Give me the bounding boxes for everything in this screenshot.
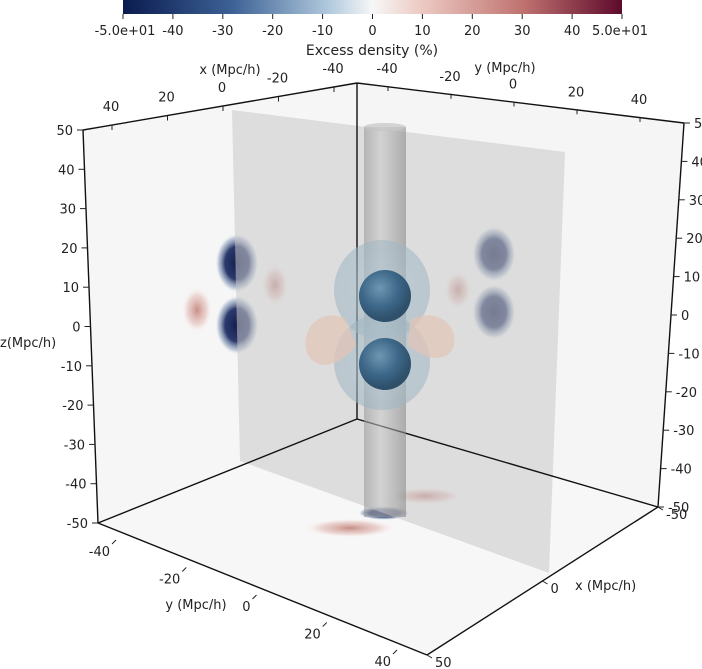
axis-tick-label: 30: [59, 203, 76, 218]
axis-tick-label: -20: [439, 70, 460, 85]
axis-tick-label: 0: [72, 321, 80, 336]
axis-tick-label: -40: [89, 545, 110, 560]
axis-tick-label: 40: [103, 100, 120, 115]
colorbar-tick-label: 10: [414, 24, 431, 39]
axis-tick-label: 40: [374, 655, 391, 669]
axis-tick-mark: [426, 654, 433, 659]
axis-tick-mark: [392, 649, 398, 655]
axis-tick-label: 30: [689, 194, 702, 209]
axis-tick-label: -40: [65, 478, 86, 493]
axis-tick-label: -50: [668, 501, 689, 516]
box-edge-top-left: [82, 82, 358, 131]
axis-tick-mark: [181, 567, 187, 572]
axis-tick-mark: [322, 622, 328, 627]
axis-tick-label: -30: [64, 438, 85, 453]
axis-tick-label: 0: [218, 81, 226, 96]
axis-tick-label: -30: [673, 424, 694, 439]
axis-tick-label: -40: [322, 62, 343, 77]
axis-tick-label: 0: [551, 582, 559, 597]
axis-tick-label: 40: [631, 93, 648, 108]
axis-tick-label: -10: [678, 347, 699, 362]
axis-tick-label: 20: [568, 85, 585, 100]
colorbar-tick-label: 5.0e+01: [592, 24, 648, 39]
axis-tick-label: -20: [159, 573, 180, 588]
axis-tick-label: -20: [676, 386, 697, 401]
axis-title-y-bottom: y (Mpc/h): [165, 598, 226, 613]
axis-tick-label: -40: [376, 62, 397, 77]
iso-core-top: [359, 270, 411, 322]
box-edge-back-left-floor: [97, 418, 358, 524]
axis-tick-label: 50: [694, 117, 702, 132]
colorbar-tick-label: -40: [162, 24, 183, 39]
colorbar-tick-label: 0: [368, 24, 376, 39]
colorbar-tick-label: -20: [262, 24, 283, 39]
left-wall-red-left: [181, 286, 213, 334]
colorbar-tick-label: -5.0e+01: [95, 24, 156, 39]
box-edge-back-right-floor: [356, 418, 659, 508]
colorbar-tick-label: 20: [464, 24, 481, 39]
axis-tick-mark: [542, 580, 548, 585]
iso-red-lobe-right: [408, 315, 455, 358]
axis-tick-label: 40: [58, 163, 75, 178]
axis-title-y-top: y (Mpc/h): [474, 61, 535, 76]
axis-tick-label: -50: [67, 517, 88, 532]
axis-tick-label: 40: [691, 155, 702, 170]
colorbar-title: Excess density (%): [306, 43, 438, 59]
cylinder-top-cap: [364, 123, 406, 131]
colorbar-tick-label: 40: [564, 24, 581, 39]
axis-tick-label: 20: [304, 628, 321, 643]
axis-tick-label: 0: [509, 78, 517, 93]
axis-tick-label: 20: [686, 232, 702, 247]
iso-core-bottom: [359, 338, 411, 390]
colorbar-tick-label: -10: [312, 24, 333, 39]
floor-red-front: [302, 518, 398, 538]
box-edge-top-right: [356, 82, 685, 124]
axis-title-x-bottom: x (Mpc/h): [575, 579, 636, 594]
axis-title-z-left: z(Mpc/h): [0, 336, 56, 351]
axis-tick-label: 10: [684, 271, 701, 286]
colorbar: [123, 0, 622, 14]
axis-title-x-top: x (Mpc/h): [199, 63, 260, 78]
axis-tick-label: 20: [61, 242, 78, 257]
axis-tick-label: -50: [666, 508, 687, 523]
axis-tick-label: -10: [61, 360, 82, 375]
iso-red-lobe-left: [305, 315, 356, 365]
colorbar-ticks: -5.0e+01 -40 -30 -20 -10 0 10 20 30 40 5.0e+01: [95, 14, 648, 39]
axis-tick-mark: [111, 539, 117, 545]
axis-ticks: 40 20 0 -20 -40 -40 -20 0 20 40 50 40 30 20 10 0 -10 -20 -…: [56, 62, 702, 669]
axis-tick-label: 50: [56, 124, 73, 139]
axis-tick-label: -20: [62, 399, 83, 414]
axis-tick-label: 10: [62, 281, 79, 296]
axis-tick-mark: [657, 506, 664, 511]
axis-tick-mark: [252, 594, 257, 600]
axis-tick-label: 0: [681, 309, 689, 324]
box-edge-front-left: [97, 522, 428, 656]
axis-tick-label: 0: [242, 600, 250, 615]
axis-tick-label: -20: [267, 72, 288, 87]
colorbar-tick-label: 30: [514, 24, 531, 39]
colorbar-tick-label: -30: [212, 24, 233, 39]
axis-tick-label: -40: [671, 463, 692, 478]
axis-tick-label: 50: [435, 656, 452, 669]
axis-tick-label: 20: [158, 91, 175, 106]
